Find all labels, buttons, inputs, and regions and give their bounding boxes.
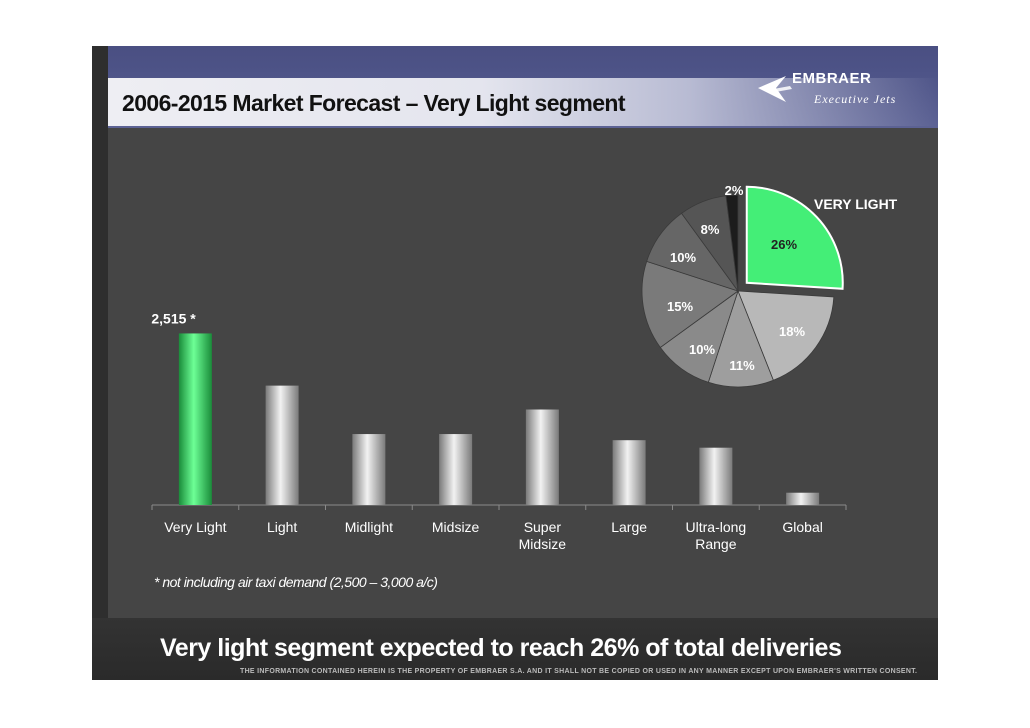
embraer-logo: [758, 76, 792, 102]
conclusion-text: Very light segment expected to reach 26%…: [160, 634, 842, 662]
brand-subtitle: Executive Jets: [814, 92, 897, 106]
pie-annotation: VERY LIGHT: [814, 196, 898, 212]
bar-super-midsize: [525, 409, 559, 505]
x-tick-label: Midsize: [432, 519, 480, 535]
bar-data-label: 2,515 *: [151, 310, 196, 326]
slide: 2006-2015 Market Forecast – Very Light s…: [92, 46, 938, 680]
disclaimer-text: The information contained herein is the …: [240, 668, 918, 675]
bar-ultra-long-range: [699, 447, 733, 505]
x-tick-label: Light: [267, 519, 297, 535]
jet-icon: [758, 76, 786, 102]
chart-canvas: Very Light 2,515 * Light Midlight Midsize Sup…: [151, 183, 898, 552]
pie-value-label: 15%: [667, 299, 693, 314]
pie-slice-global: [725, 194, 739, 292]
x-tick-label: Midlight: [345, 519, 393, 535]
bar-midsize: [439, 434, 473, 505]
pie-slice-super-midsize: [641, 260, 739, 348]
pie-slice-midlight: [707, 289, 774, 388]
jet-wing-icon: [768, 86, 792, 93]
bottom-band: [92, 618, 938, 680]
page-title: 2006-2015 Market Forecast – Very Light s…: [122, 90, 626, 116]
bar-chart: Very Light 2,515 * Light Midlight Midsize Sup…: [151, 310, 847, 552]
pie-value-label: 18%: [779, 324, 805, 339]
x-tick-label: Super Midsize: [519, 519, 567, 552]
pie-value-label: 10%: [670, 250, 696, 265]
pie-value-label: 26%: [771, 237, 797, 252]
brand-name: EMBRAER: [792, 70, 872, 87]
pie-chart: 26% 18% 11% 10% 15% 10% 8% 2% VERY LIGHT: [641, 183, 898, 388]
pie-value-label: 2%: [725, 183, 744, 198]
pie-value-label: 11%: [729, 358, 755, 373]
left-strip: [92, 46, 108, 680]
title-band: [108, 78, 938, 126]
bar-global: [786, 492, 820, 505]
bar-very-light: [178, 333, 212, 505]
pie-value-label: 10%: [689, 342, 715, 357]
pie-slice-very-light: [745, 185, 844, 290]
bar-midlight: [352, 434, 386, 505]
x-tick-label: Very Light: [164, 519, 226, 535]
footnote: * not including air taxi demand (2,500 –…: [154, 574, 438, 590]
pie-value-label: 8%: [701, 222, 720, 237]
bar-light: [265, 385, 299, 505]
x-tick-label: Global: [782, 519, 822, 535]
x-tick-label: Large: [611, 519, 647, 535]
x-tick-label: Ultra-long Range: [686, 519, 747, 552]
bar-large: [612, 440, 646, 505]
pie-slice-light: [737, 290, 835, 381]
